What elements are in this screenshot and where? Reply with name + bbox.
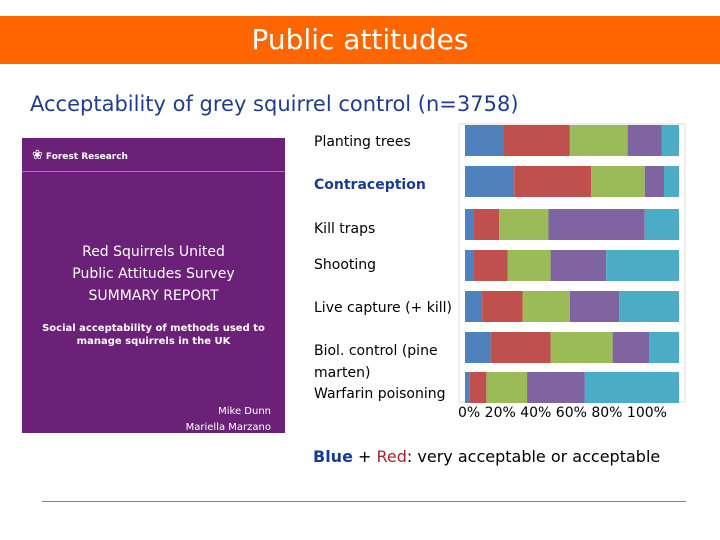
author-name: Mariella Marzano (185, 422, 271, 433)
bar-segment (465, 209, 474, 240)
bar-segment (649, 332, 679, 363)
legend-note: Blue + Red: very acceptable or acceptabl… (313, 447, 660, 466)
bar-segment (569, 291, 620, 322)
cover-heading-line: Red Squirrels United (82, 244, 225, 260)
bar-segment (569, 125, 628, 156)
bar-segment (550, 332, 613, 363)
bar-segment (619, 291, 679, 322)
bar-segment (465, 372, 470, 403)
bar-segment (584, 372, 679, 403)
bar-segment (486, 372, 528, 403)
cover-divider (22, 171, 285, 172)
bar-segment (548, 209, 645, 240)
bar-segment (499, 209, 549, 240)
category-label: Contraception (314, 177, 426, 193)
bar-segment (522, 291, 570, 322)
bar-segment (465, 125, 504, 156)
footer-divider (42, 501, 686, 502)
legend-blue-word: Blue (313, 447, 353, 466)
category-label: Warfarin poisoning (314, 386, 446, 402)
bar-segment (527, 372, 585, 403)
bar-segment (465, 291, 483, 322)
cover-heading: Red Squirrels United Public Attitudes Su… (22, 241, 285, 307)
legend-rest: : very acceptable or acceptable (406, 447, 661, 466)
report-cover: ❀ Forest Research Red Squirrels United Pu… (22, 138, 285, 433)
bar-segment (465, 166, 515, 197)
logo-text: Forest Research (45, 152, 128, 162)
author-name: Mike Dunn (218, 406, 271, 417)
bar-segment (661, 125, 679, 156)
category-label: Kill traps (314, 221, 376, 237)
forest-research-logo: ❀ Forest Research (32, 148, 128, 163)
bar-segment (664, 166, 679, 197)
bar-segment (465, 332, 491, 363)
bar-segment (473, 209, 500, 240)
category-label: Live capture (+ kill) (314, 300, 452, 316)
cover-authors: Mike Dunn Mariella Marzano (186, 404, 271, 436)
cover-heading-line: SUMMARY REPORT (88, 288, 219, 304)
legend-red-word: Red (376, 447, 407, 466)
bar-segment (612, 332, 650, 363)
category-label: Planting trees (314, 134, 411, 150)
x-axis-ticks: 0% 20% 40% 60% 80% 100% (458, 405, 667, 421)
bar-segment (473, 250, 508, 281)
bar-segment (507, 250, 551, 281)
legend-plus: + (358, 447, 372, 466)
cover-description: Social acceptability of methods used to … (42, 323, 265, 347)
category-label: Biol. control (pine marten) (314, 343, 438, 381)
category-label: Shooting (314, 257, 377, 273)
header-banner: Public attitudes (0, 16, 720, 64)
bar-segment (591, 166, 645, 197)
cover-heading-line: Public Attitudes Survey (72, 266, 235, 282)
bar-segment (514, 166, 592, 197)
tree-icon: ❀ (32, 148, 43, 163)
bar-segment (482, 291, 523, 322)
chart-subtitle: Acceptability of grey squirrel control (… (30, 92, 519, 116)
bar-segment (627, 125, 662, 156)
bar-segment (469, 372, 487, 403)
bar-segment (644, 166, 665, 197)
bar-segment (490, 332, 551, 363)
header-title: Public attitudes (251, 23, 469, 56)
bar-segment (465, 250, 474, 281)
bar-segment (606, 250, 679, 281)
bar-segment (644, 209, 679, 240)
bar-segment (550, 250, 607, 281)
bar-segment (503, 125, 570, 156)
